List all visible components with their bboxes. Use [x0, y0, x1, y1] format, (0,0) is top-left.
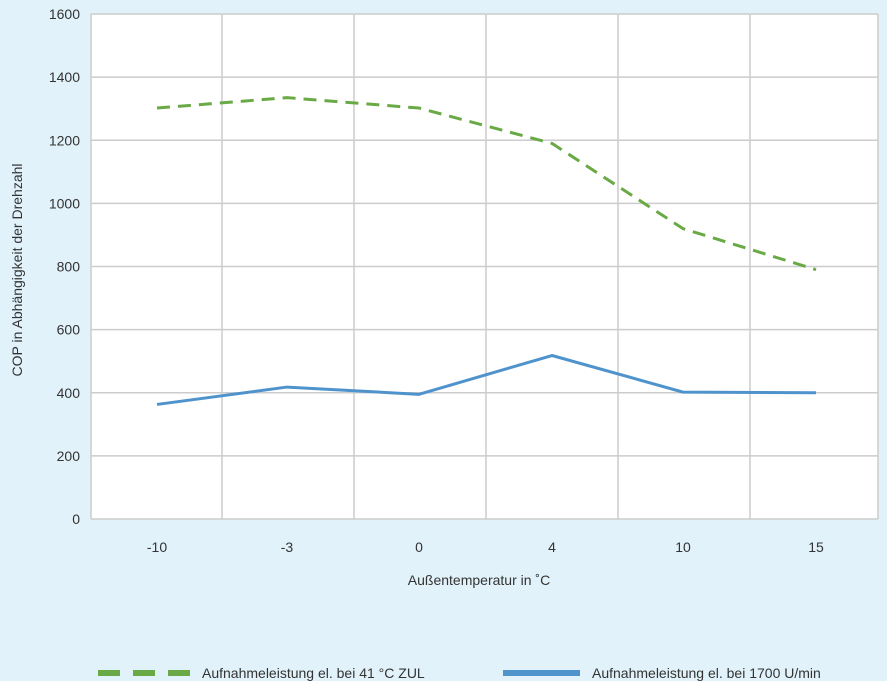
y-axis-title: COP in Abhängigkeit der Drehzahl — [9, 164, 25, 377]
legend-label-series-1: Aufnahmeleistung el. bei 41 °C ZUL — [202, 665, 425, 681]
x-tick-label: -10 — [147, 539, 167, 555]
series-lines — [156, 96, 817, 406]
x-tick-label: 15 — [808, 539, 824, 555]
legend-item-series-1: Aufnahmeleistung el. bei 41 °C ZUL — [98, 665, 425, 681]
series-line-2 — [156, 354, 817, 406]
y-tick-label: 1400 — [49, 69, 80, 85]
y-tick-label: 1200 — [49, 132, 80, 148]
x-tick-label: -3 — [281, 539, 294, 555]
y-tick-labels: 0 200 400 600 800 1000 1200 1400 1600 — [49, 6, 80, 527]
y-tick-label: 800 — [57, 259, 81, 275]
y-tick-label: 1600 — [49, 6, 80, 22]
y-tick-label: 1000 — [49, 195, 80, 211]
x-tick-labels: -10 -3 0 4 10 15 — [147, 539, 824, 555]
grid — [90, 13, 879, 520]
legend-item-series-2: Aufnahmeleistung el. bei 1700 U/min — [503, 665, 821, 681]
x-tick-label: 0 — [415, 539, 423, 555]
legend: Aufnahmeleistung el. bei 41 °C ZUL Aufna… — [98, 665, 821, 681]
y-tick-label: 400 — [57, 385, 81, 401]
y-tick-label: 600 — [57, 322, 81, 338]
x-axis-title: Außentemperatur in ˚C — [408, 572, 550, 588]
y-tick-label: 200 — [57, 448, 81, 464]
series-line-1 — [156, 96, 817, 272]
x-tick-label: 4 — [548, 539, 556, 555]
y-tick-label: 0 — [72, 511, 80, 527]
legend-label-series-2: Aufnahmeleistung el. bei 1700 U/min — [592, 665, 821, 681]
x-tick-label: 10 — [675, 539, 691, 555]
